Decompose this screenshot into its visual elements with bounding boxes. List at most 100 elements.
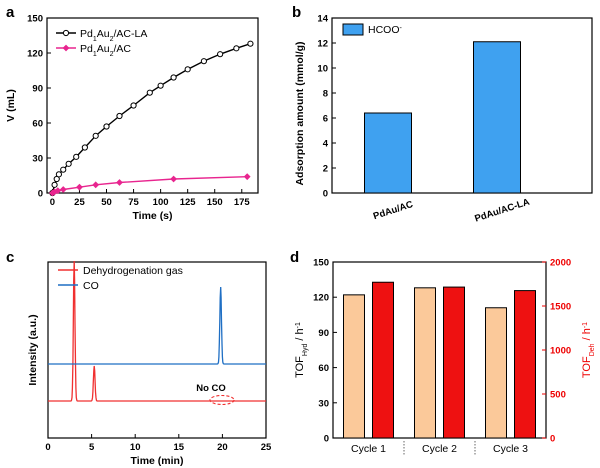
data-point-a-1 (243, 173, 251, 181)
y-tick-label-right-d: 1500 (550, 302, 571, 313)
x-tick-label-d: Cycle 3 (493, 443, 528, 455)
x-tick-label-c: 20 (217, 442, 228, 453)
x-tick-label-a: 175 (234, 197, 251, 208)
data-point-a-0 (233, 45, 240, 52)
y-tick-label-b: 8 (323, 89, 328, 100)
data-point-a-0 (92, 132, 99, 139)
bar-hyd-Cycle 1 (343, 294, 365, 439)
data-point-a-1 (54, 187, 62, 195)
y-tick-label-a: 120 (27, 49, 43, 60)
x-tick-label-a: 50 (101, 197, 112, 208)
x-tick-label-c: 0 (45, 442, 50, 453)
panel-label-d: d (290, 249, 299, 266)
y-tick-label-left-d: 120 (313, 293, 329, 304)
bar-deh-Cycle 1 (372, 281, 394, 439)
y-axis-label-b: Adsorption amount (mmol/g) (294, 41, 306, 185)
data-point-a-0 (157, 82, 164, 89)
legend-marker-a-1 (62, 44, 70, 52)
data-point-a-0 (103, 123, 110, 130)
plot-frame-b (331, 17, 593, 194)
x-tick-label-a: 150 (207, 197, 223, 208)
y-axis-label-c: Intensity (a.u.) (27, 314, 39, 385)
data-point-a-0 (51, 181, 58, 188)
x-tick-label-a: 125 (180, 197, 197, 208)
no-co-marker (209, 394, 235, 406)
data-point-a-0 (184, 66, 191, 73)
x-tick-label-b: PdAu/AC (372, 199, 415, 222)
bar-PdAu/AC-LA (473, 41, 521, 194)
series-line-a-1 (52, 175, 248, 194)
data-point-a-0 (55, 171, 63, 178)
data-point-a-0 (65, 160, 72, 167)
legend-label-b: HCOO- (368, 24, 403, 36)
legend-label-c-1: CO (83, 280, 99, 292)
y-tick-label-b: 6 (323, 114, 328, 125)
y-tick-label-b: 10 (317, 64, 328, 75)
series-trace-c-1 (48, 286, 266, 365)
bar-hyd-Cycle 3 (485, 307, 507, 439)
y-tick-label-a: 60 (32, 119, 43, 130)
panel-label-c: c (6, 249, 14, 266)
bar-PdAu/AC (364, 112, 412, 194)
data-point-a-0 (116, 112, 123, 120)
data-point-a-1 (116, 179, 123, 186)
x-tick-label-a: 100 (153, 197, 169, 208)
x-tick-label-c: 15 (174, 442, 185, 453)
plot-frame-c (47, 261, 267, 439)
data-point-a-1 (76, 183, 83, 191)
x-tick-label-a: 25 (74, 197, 85, 208)
y-tick-label-left-d: 90 (318, 328, 329, 339)
x-tick-label-b: PdAu/AC-LA (473, 197, 531, 225)
data-point-a-0 (73, 153, 80, 160)
y-tick-label-left-d: 150 (313, 258, 329, 269)
x-tick-label-c: 5 (89, 442, 95, 453)
y-tick-label-left-d: 0 (324, 434, 329, 445)
y-axis-label-right-d: TOFDeh / h-1 (581, 322, 596, 378)
y-tick-label-left-d: 30 (318, 398, 329, 409)
x-tick-label-d: Cycle 2 (422, 443, 457, 455)
x-tick-label-c: 10 (130, 442, 141, 453)
y-axis-label-a: V (mL) (5, 89, 17, 122)
y-tick-label-b: 4 (323, 139, 329, 150)
panel-a-line-chart: 0 25 50 75 100 125 150 175 0 30 60 90 120 150 Time (s)… (5, 14, 259, 222)
x-axis-label-c: Time (min) (131, 455, 184, 467)
y-tick-label-a: 150 (27, 14, 43, 25)
data-point-a-1 (92, 181, 100, 189)
x-axis-label-a: Time (s) (132, 210, 172, 222)
data-point-a-0 (130, 102, 137, 109)
legend-label-a-1: Pd1Au2/AC (80, 43, 131, 58)
y-tick-label-right-d: 1000 (550, 346, 571, 357)
y-tick-label-b: 2 (323, 164, 328, 175)
panel-c-chromatogram: 0 5 10 15 20 25 Time (min) Intensity (a.u.) Dehy… (27, 260, 272, 467)
data-point-a-0 (60, 166, 67, 173)
x-tick-label-a: 75 (128, 197, 139, 208)
x-tick-label-c: 25 (261, 442, 272, 453)
bar-deh-Cycle 2 (443, 286, 465, 439)
data-point-a-0 (200, 58, 207, 65)
legend-marker-a-0 (62, 29, 70, 37)
data-point-a-0 (217, 51, 224, 58)
y-tick-label-b: 14 (317, 14, 328, 25)
legend-swatch-b (342, 23, 364, 36)
y-tick-label-right-d: 500 (550, 390, 566, 401)
y-tick-label-right-d: 2000 (550, 258, 571, 269)
y-tick-label-a: 0 (38, 189, 43, 200)
series-trace-c-0 (48, 260, 266, 402)
legend-label-c-0: Dehydrogenation gas (83, 265, 183, 277)
x-tick-label-d: Cycle 1 (351, 443, 386, 455)
panel-b-bar-chart: 0 2 4 6 8 10 12 14 PdAu/AC PdAu/AC-LA Adsorption a… (294, 14, 593, 225)
y-tick-label-a: 30 (32, 154, 43, 165)
series-line-a-0 (51, 43, 251, 194)
data-point-a-1 (59, 186, 67, 193)
data-point-a-1 (170, 175, 177, 183)
y-tick-label-b: 12 (317, 39, 328, 50)
panel-label-b: b (292, 4, 301, 21)
data-point-a-0 (247, 40, 254, 47)
annotation-no-co: No CO (196, 383, 226, 394)
bar-deh-Cycle 3 (514, 290, 536, 439)
y-tick-label-b: 0 (323, 189, 328, 200)
y-tick-label-left-d: 60 (318, 363, 329, 374)
bar-hyd-Cycle 2 (414, 287, 436, 439)
plot-frame-a (46, 17, 259, 194)
